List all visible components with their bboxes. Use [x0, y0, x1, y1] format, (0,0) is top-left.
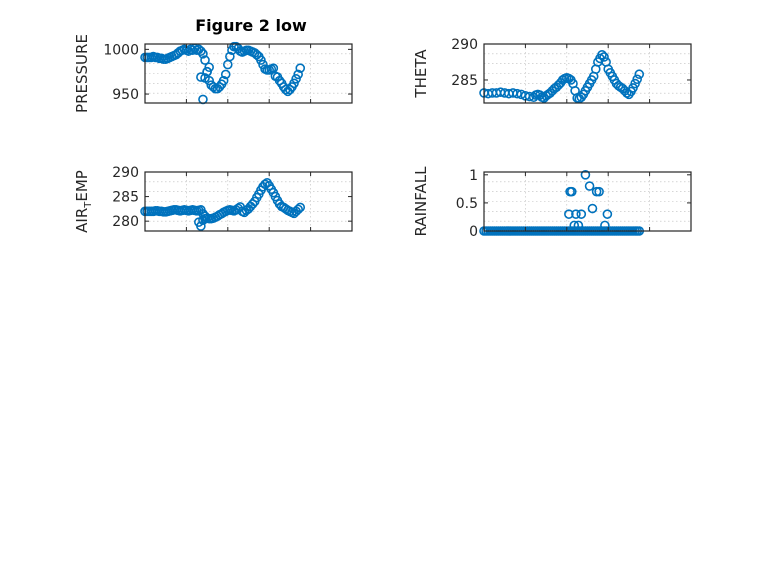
series-points	[140, 178, 306, 231]
figure-title: Figure 2 low	[195, 16, 307, 35]
data-point	[597, 49, 607, 60]
data-point	[602, 209, 613, 219]
data-point	[594, 186, 604, 197]
data-point	[587, 203, 598, 214]
series-points	[479, 49, 645, 104]
data-point	[295, 63, 306, 73]
data-point	[564, 209, 574, 219]
axes-frame	[483, 43, 692, 104]
y-axis-label: AIRTEMP	[73, 170, 94, 233]
data-point	[196, 72, 206, 82]
y-tick-label: 0	[469, 224, 478, 240]
subplot-2: 285 290 THETA	[412, 37, 692, 104]
y-axis-label: RAINFALL	[412, 166, 430, 237]
data-point	[204, 62, 214, 73]
y-tick-label: 290	[112, 165, 139, 181]
data-point	[580, 170, 591, 180]
data-point	[200, 213, 210, 224]
y-tick-label: 0.5	[456, 196, 478, 212]
data-point	[196, 46, 206, 56]
data-point	[571, 209, 581, 219]
data-point	[260, 179, 270, 190]
data-point	[218, 75, 229, 86]
data-point	[225, 51, 235, 62]
data-point	[569, 220, 580, 231]
data-point	[202, 66, 212, 77]
y-axis-label: PRESSURE	[73, 34, 91, 113]
subplot-4: 0 0.5 1 RAINFALL	[412, 166, 692, 240]
y-axis-label: THETA	[412, 49, 430, 99]
data-point	[200, 73, 210, 83]
data-point	[198, 49, 208, 59]
axes-frame	[483, 171, 692, 232]
y-tick-label: 290	[451, 37, 478, 53]
data-point	[291, 74, 301, 84]
y-tick-label: 1000	[103, 42, 139, 58]
y-tick-label: 950	[112, 87, 139, 103]
subplot-1: 950 1000 PRESSURE	[73, 34, 353, 113]
data-point	[632, 74, 642, 85]
data-point	[295, 202, 306, 213]
data-point	[196, 221, 206, 231]
data-point	[293, 69, 303, 80]
data-point	[293, 204, 303, 215]
data-point	[198, 215, 208, 225]
axes-frame	[144, 171, 353, 232]
y-tick-label: 285	[112, 190, 139, 206]
y-tick-label: 285	[451, 73, 478, 89]
data-point	[220, 69, 231, 80]
data-point	[198, 94, 208, 105]
data-point	[599, 52, 609, 62]
axes-frame	[144, 43, 353, 104]
data-point	[256, 55, 266, 65]
data-point	[200, 55, 210, 65]
data-point	[634, 69, 645, 80]
data-point	[289, 78, 299, 89]
y-tick-label: 280	[112, 214, 139, 230]
data-point	[573, 220, 584, 231]
series-points	[140, 41, 306, 105]
data-point	[600, 220, 610, 231]
data-point	[584, 181, 595, 191]
y-tick-label: 1	[469, 168, 478, 184]
data-point	[576, 209, 587, 219]
series-points	[479, 170, 645, 236]
data-point	[622, 88, 632, 98]
data-point	[566, 186, 577, 197]
subplot-3: 280 285 290 AIRTEMP	[73, 165, 353, 233]
